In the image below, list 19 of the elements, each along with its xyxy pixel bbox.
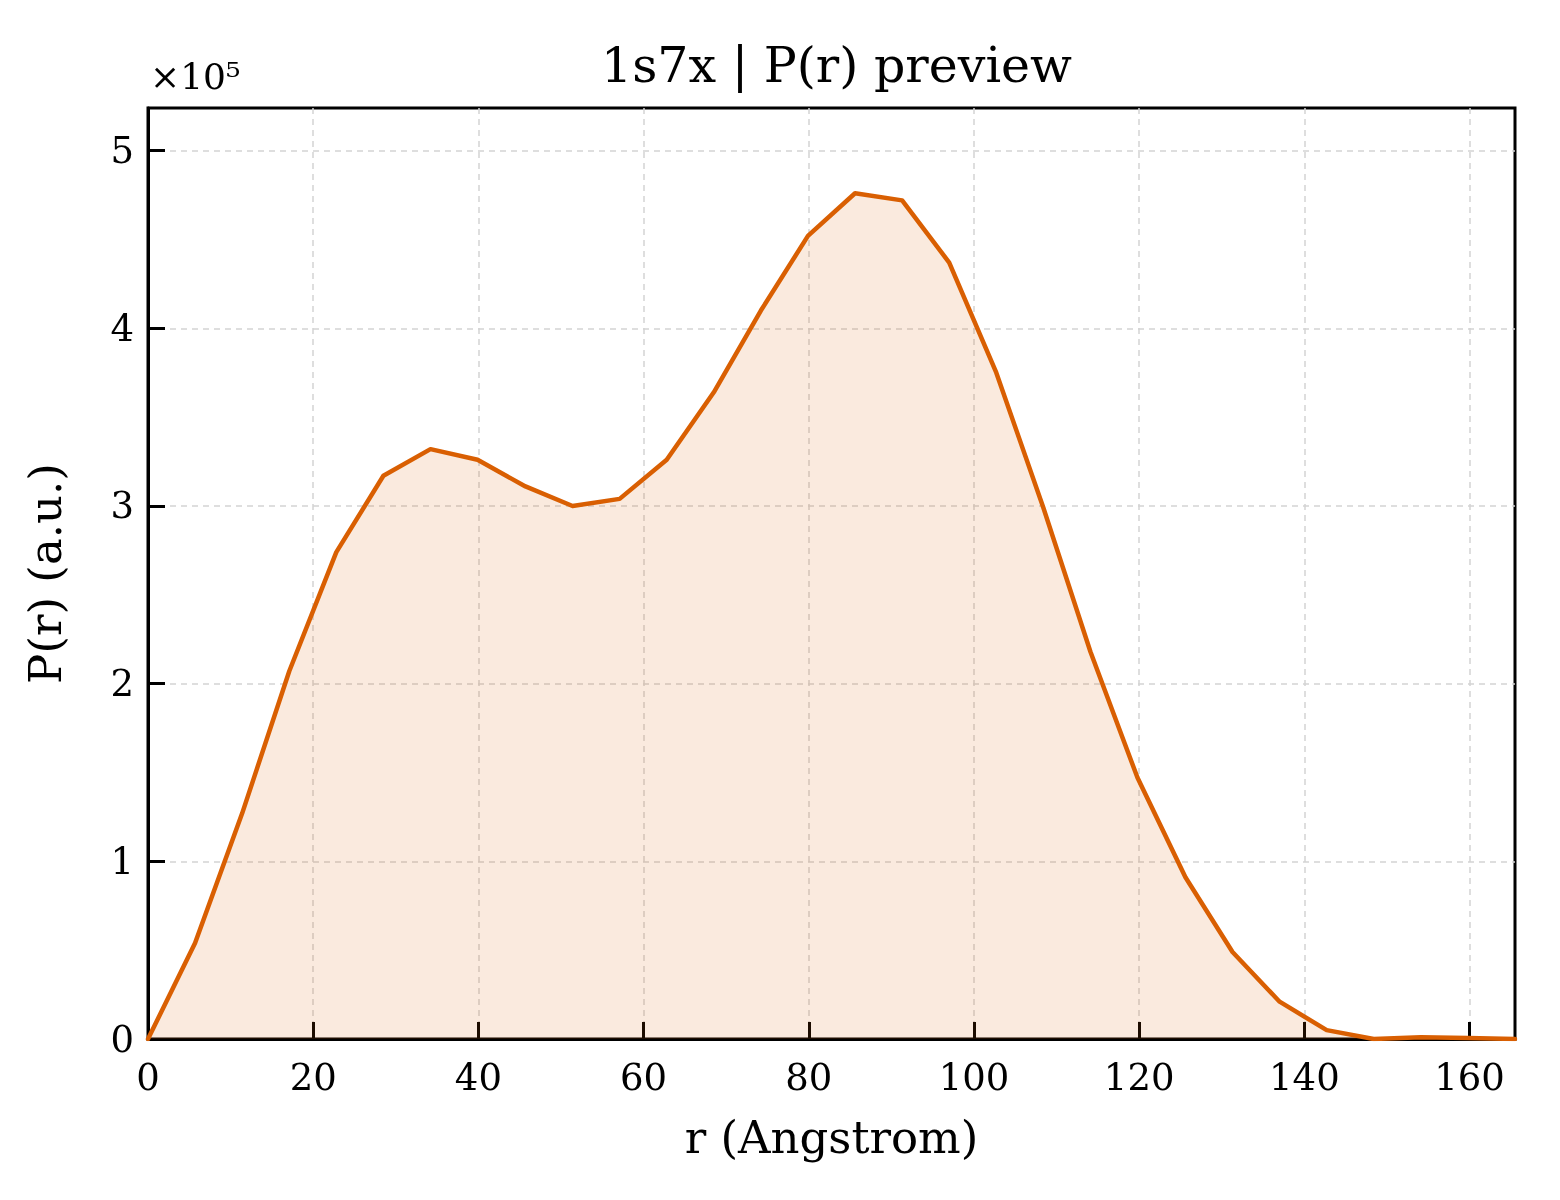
x-tick-label: 140 (1269, 1056, 1340, 1099)
x-tick-label: 100 (938, 1056, 1010, 1099)
x-tick-label: 60 (620, 1056, 668, 1099)
chart-title: 1s7x | P(r) preview (600, 37, 1073, 94)
x-tick-label: 40 (454, 1056, 502, 1099)
x-tick-label: 120 (1103, 1056, 1175, 1099)
text: ×10⁵ (150, 55, 241, 97)
x-tick-label: 20 (289, 1056, 337, 1099)
x-tick-label: 160 (1434, 1056, 1505, 1099)
y-tick-label: 3 (110, 484, 134, 528)
y-tick-label: 4 (110, 306, 134, 350)
y-tick-label: 2 (110, 662, 134, 706)
y-tick-label: 5 (110, 129, 134, 173)
x-tick-label: 0 (136, 1056, 160, 1099)
y-tick-label: 1 (110, 839, 134, 883)
x-axis-title: r (Angstrom) (684, 1111, 979, 1164)
x-tick-label: 80 (785, 1056, 833, 1099)
y-axis-title: P(r) (a.u.) (19, 463, 72, 684)
y-tick-label: 0 (110, 1017, 134, 1061)
